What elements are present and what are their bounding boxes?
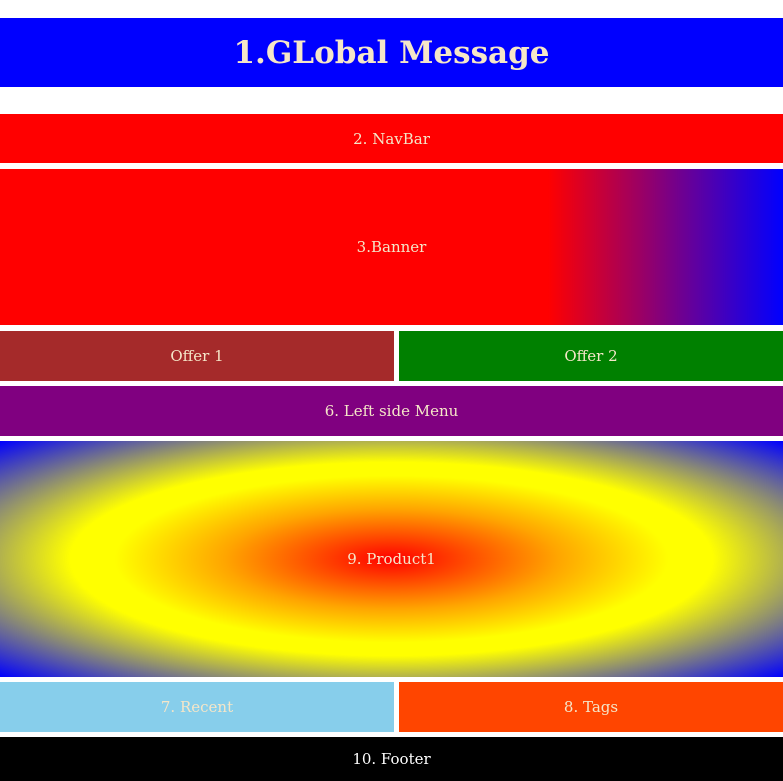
global-message-label: 1.GLobal Message <box>233 34 550 71</box>
product1-label: 9. Product1 <box>347 550 436 568</box>
product1-box: 9. Product1 <box>0 441 783 677</box>
footer-label: 10. Footer <box>352 750 431 768</box>
offer-1-box: Offer 1 <box>0 331 394 381</box>
navbar: 2. NavBar <box>0 114 783 163</box>
offer-2-box: Offer 2 <box>399 331 783 381</box>
banner-label: 3.Banner <box>356 238 427 256</box>
navbar-label: 2. NavBar <box>353 129 430 148</box>
offer-2-label: Offer 2 <box>564 347 618 365</box>
offer-1-label: Offer 1 <box>170 347 224 365</box>
tags-box: 8. Tags <box>399 682 783 732</box>
global-message-header: 1.GLobal Message <box>0 18 783 87</box>
banner: 3.Banner <box>0 169 783 325</box>
recent-box: 7. Recent <box>0 682 394 732</box>
left-side-menu-label: 6. Left side Menu <box>324 402 459 420</box>
recent-label: 7. Recent <box>160 698 234 716</box>
tags-label: 8. Tags <box>563 698 619 716</box>
footer: 10. Footer <box>0 737 783 781</box>
left-side-menu: 6. Left side Menu <box>0 386 783 436</box>
